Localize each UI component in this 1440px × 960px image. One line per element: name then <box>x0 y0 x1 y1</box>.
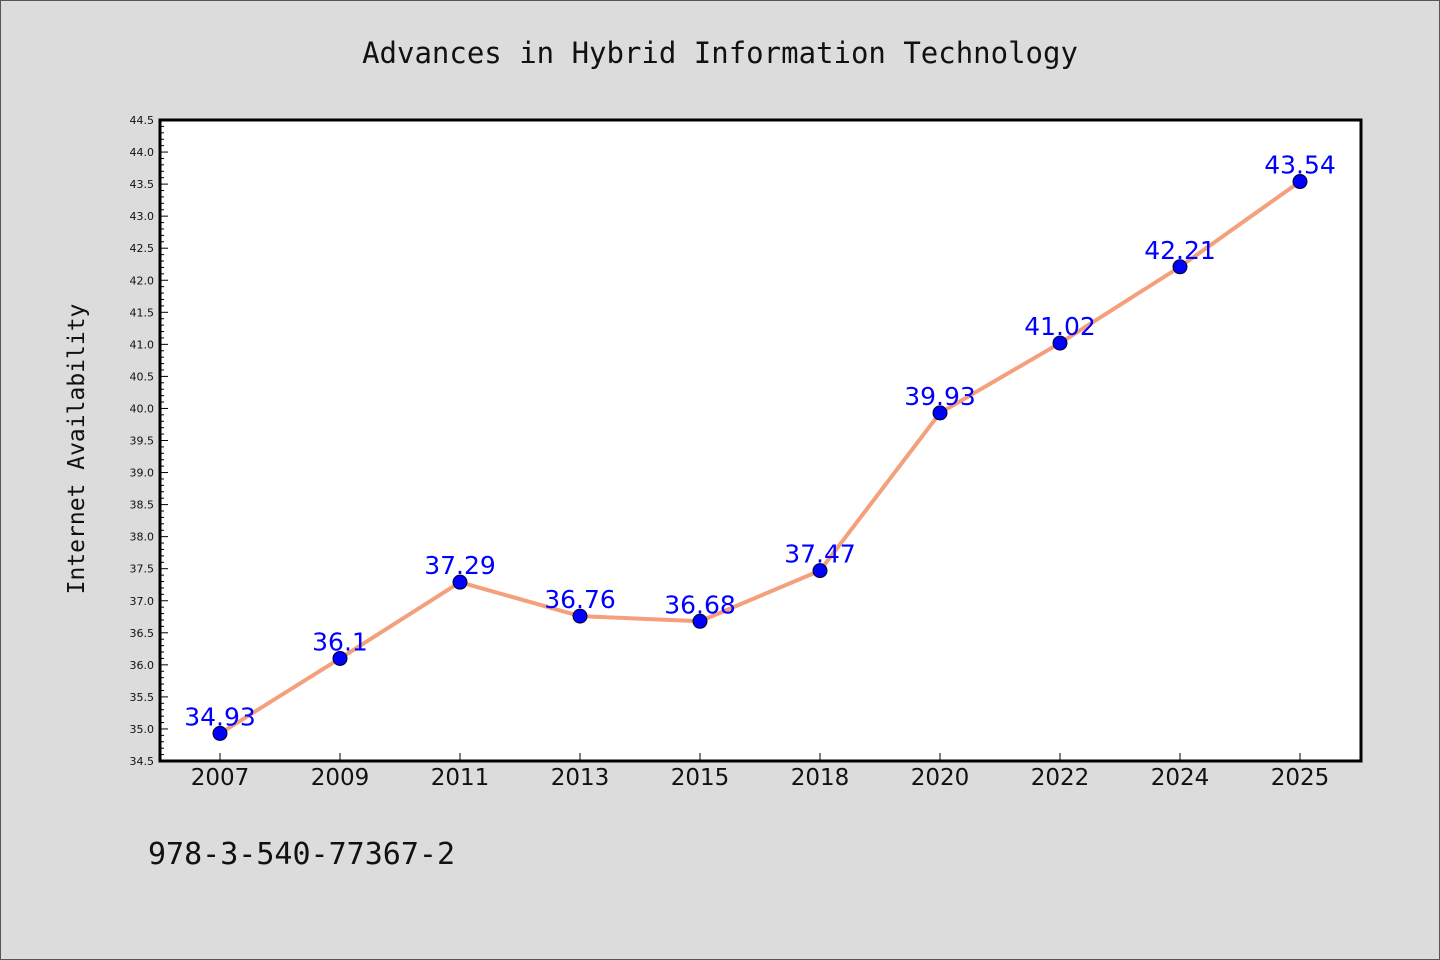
y-tick-label: 39.5 <box>130 435 155 448</box>
y-tick-label: 38.0 <box>130 531 155 544</box>
y-tick-label: 36.0 <box>130 659 155 672</box>
y-tick-label: 44.0 <box>130 146 155 159</box>
y-axis: 34.5 35.0 35.5 36.0 36.5 37.0 37.5 38.0 38.5 39.0… <box>130 114 168 768</box>
series-lines <box>218 179 1302 736</box>
chart-title: Advances in Hybrid Information Technolog… <box>362 36 1078 70</box>
x-tick-label: 2015 <box>671 765 730 791</box>
y-tick-label: 43.0 <box>130 210 155 223</box>
x-tick-label: 2024 <box>1151 765 1210 791</box>
x-tick-label: 2025 <box>1271 765 1330 791</box>
data-points <box>212 174 1308 741</box>
data-point <box>1052 335 1068 351</box>
y-tick-label: 40.5 <box>130 370 155 383</box>
y-axis-label: Internet Availability <box>64 304 90 595</box>
y-tick-label: 44.5 <box>130 114 155 127</box>
data-point <box>692 613 708 629</box>
y-tick-label: 35.0 <box>130 723 155 736</box>
isbn-footnote: 978-3-540-77367-2 <box>148 837 455 872</box>
x-tick-label: 2018 <box>791 765 850 791</box>
y-tick-label: 38.5 <box>130 499 155 512</box>
data-label: 36.68 <box>664 590 736 619</box>
plot-area <box>158 118 1363 763</box>
data-label: 34.93 <box>184 702 256 731</box>
x-tick-label: 2007 <box>191 765 250 791</box>
data-point <box>452 574 468 590</box>
x-tick-label: 2011 <box>431 765 490 791</box>
data-labels: 34.93 36.1 37.29 36.76 36.68 37.47 39.93 41.02 4… <box>184 151 1336 732</box>
x-tick-label: 2013 <box>551 765 610 791</box>
data-label: 36.1 <box>312 627 368 656</box>
y-tick-label: 40.0 <box>130 402 155 415</box>
y-tick-label: 41.5 <box>130 306 155 319</box>
data-point <box>1172 259 1188 275</box>
data-point <box>1292 174 1308 190</box>
data-label: 36.76 <box>544 585 616 614</box>
data-point <box>212 725 228 741</box>
y-tick-label: 42.0 <box>130 274 155 287</box>
data-label: 39.93 <box>904 382 976 411</box>
y-tick-label: 37.0 <box>130 595 155 608</box>
data-label: 37.47 <box>784 540 856 569</box>
data-label: 43.54 <box>1264 151 1336 180</box>
x-tick-label: 2020 <box>911 765 970 791</box>
y-tick-label: 41.0 <box>130 338 155 351</box>
y-tick-label: 36.5 <box>130 627 155 640</box>
data-point <box>572 608 588 624</box>
data-label: 41.02 <box>1024 312 1096 341</box>
x-tick-label: 2009 <box>311 765 370 791</box>
data-label: 37.29 <box>424 551 496 580</box>
x-axis: 2007 2009 2011 2013 2015 2018 2020 2022 2024 2025 <box>191 753 1330 791</box>
y-tick-label: 35.5 <box>130 691 155 704</box>
data-point <box>332 650 348 666</box>
data-point <box>812 563 828 579</box>
data-point <box>932 405 948 421</box>
data-label: 42.21 <box>1144 236 1216 265</box>
y-tick-label: 42.5 <box>130 242 155 255</box>
y-tick-label: 37.5 <box>130 563 155 576</box>
y-tick-label: 43.5 <box>130 178 155 191</box>
y-tick-label: 34.5 <box>130 755 155 768</box>
x-tick-label: 2022 <box>1031 765 1090 791</box>
series-line <box>218 179 1302 736</box>
y-tick-label: 39.0 <box>130 467 155 480</box>
